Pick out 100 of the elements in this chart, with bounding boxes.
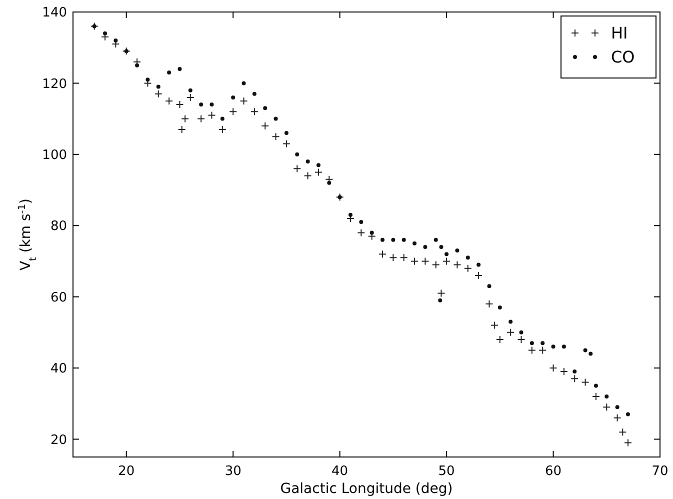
point <box>186 93 194 102</box>
point <box>314 168 322 176</box>
point <box>348 212 352 217</box>
point <box>197 114 206 123</box>
point <box>474 271 483 280</box>
y-tick-label: 80 <box>50 219 67 234</box>
point <box>490 321 499 330</box>
x-tick-label: 30 <box>224 464 242 479</box>
point <box>519 330 524 334</box>
point <box>359 220 364 224</box>
x-tick-label: 60 <box>545 464 562 479</box>
point <box>581 378 590 386</box>
point <box>282 140 290 148</box>
point <box>284 131 288 136</box>
point <box>218 125 226 134</box>
point <box>252 92 256 96</box>
point <box>389 254 398 262</box>
point <box>439 244 444 249</box>
point <box>167 70 172 75</box>
y-tick-label: 60 <box>50 290 67 306</box>
point <box>517 336 526 344</box>
point <box>434 238 438 242</box>
point <box>103 31 108 36</box>
point <box>444 252 449 256</box>
point <box>293 164 302 173</box>
point <box>274 116 278 121</box>
point <box>378 250 387 258</box>
point <box>370 230 374 235</box>
point <box>421 257 430 266</box>
point <box>487 284 492 288</box>
point <box>498 305 502 310</box>
point <box>178 66 182 71</box>
point <box>176 100 184 109</box>
point <box>210 102 214 107</box>
point <box>199 102 204 107</box>
point <box>357 228 366 237</box>
point <box>410 257 419 266</box>
point <box>229 108 238 116</box>
point <box>220 116 224 121</box>
point <box>327 180 332 185</box>
point <box>466 256 470 260</box>
point <box>400 254 408 262</box>
point <box>496 336 504 344</box>
point <box>615 405 620 410</box>
point <box>455 248 460 253</box>
point <box>570 374 579 383</box>
point <box>412 241 417 246</box>
point <box>135 63 140 68</box>
legend-label: HI <box>611 24 628 43</box>
y-tick-label: 100 <box>42 148 67 163</box>
point <box>551 344 556 349</box>
y-tick-label: 120 <box>42 76 67 92</box>
point <box>592 392 600 400</box>
point <box>263 106 268 110</box>
point <box>562 344 566 349</box>
point <box>560 368 568 376</box>
point <box>464 264 472 272</box>
point <box>380 238 385 242</box>
point <box>165 97 174 105</box>
legend-label: CO <box>611 48 635 67</box>
point <box>588 352 593 356</box>
y-tick-label: 40 <box>50 362 67 377</box>
point <box>316 163 320 168</box>
point <box>602 403 611 412</box>
point <box>437 289 446 298</box>
point <box>242 81 246 86</box>
point <box>304 172 312 180</box>
point <box>438 298 442 302</box>
point <box>626 412 630 416</box>
y-tick-label: 20 <box>50 432 67 448</box>
point <box>613 414 622 422</box>
point <box>528 346 536 354</box>
point <box>618 428 627 436</box>
point <box>402 238 406 242</box>
point <box>295 152 300 156</box>
x-tick-label: 70 <box>652 464 668 479</box>
point <box>181 114 190 123</box>
point <box>432 260 440 269</box>
point <box>154 90 162 98</box>
point <box>178 125 186 134</box>
point <box>476 262 481 267</box>
point <box>208 111 216 120</box>
point <box>423 244 428 249</box>
point <box>442 257 451 266</box>
y-tick-label: 140 <box>42 6 67 21</box>
point <box>572 370 577 374</box>
point <box>624 438 632 447</box>
point <box>530 341 534 346</box>
point <box>306 160 310 164</box>
x-axis-title: Galactic Longitude (deg) <box>280 481 453 497</box>
point <box>508 320 513 324</box>
point <box>240 97 248 105</box>
point <box>114 38 118 42</box>
x-tick-label: 40 <box>332 464 348 479</box>
point <box>146 78 150 82</box>
point <box>453 260 462 269</box>
point <box>549 364 558 372</box>
point <box>540 341 545 346</box>
point <box>506 328 515 336</box>
point <box>391 238 396 242</box>
